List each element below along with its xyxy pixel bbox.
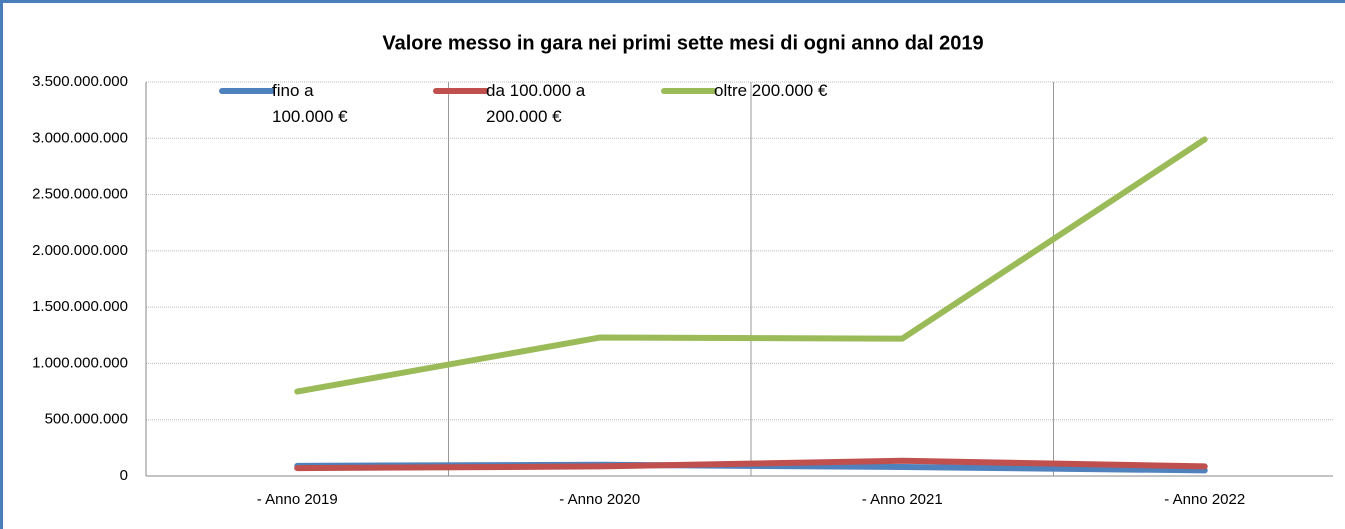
x-tick-label: - Anno 2020 [559,491,640,508]
legend-label: da 100.000 a 200.000 € [486,81,586,126]
y-tick-label: 1.000.000.000 [32,354,128,371]
x-tick-label: - Anno 2022 [1164,491,1245,508]
chart-title: Valore messo in gara nei primi sette mes… [382,32,983,54]
y-tick-label: 2.000.000.000 [32,242,128,259]
x-tick-label: - Anno 2019 [257,491,338,508]
y-tick-label: 0 [120,467,128,484]
y-tick-label: 3.000.000.000 [32,129,128,146]
series-line [294,457,1208,472]
y-tick-label: 2.500.000.000 [32,186,128,203]
legend-label: oltre 200.000 € [714,81,828,100]
y-tick-label: 500.000.000 [45,411,128,428]
x-tick-label: - Anno 2021 [862,491,943,508]
y-tick-label: 3.500.000.000 [32,73,128,90]
y-tick-label: 1.500.000.000 [32,298,128,315]
legend-label: fino a 100.000 € [272,81,348,126]
series-line [294,136,1208,395]
